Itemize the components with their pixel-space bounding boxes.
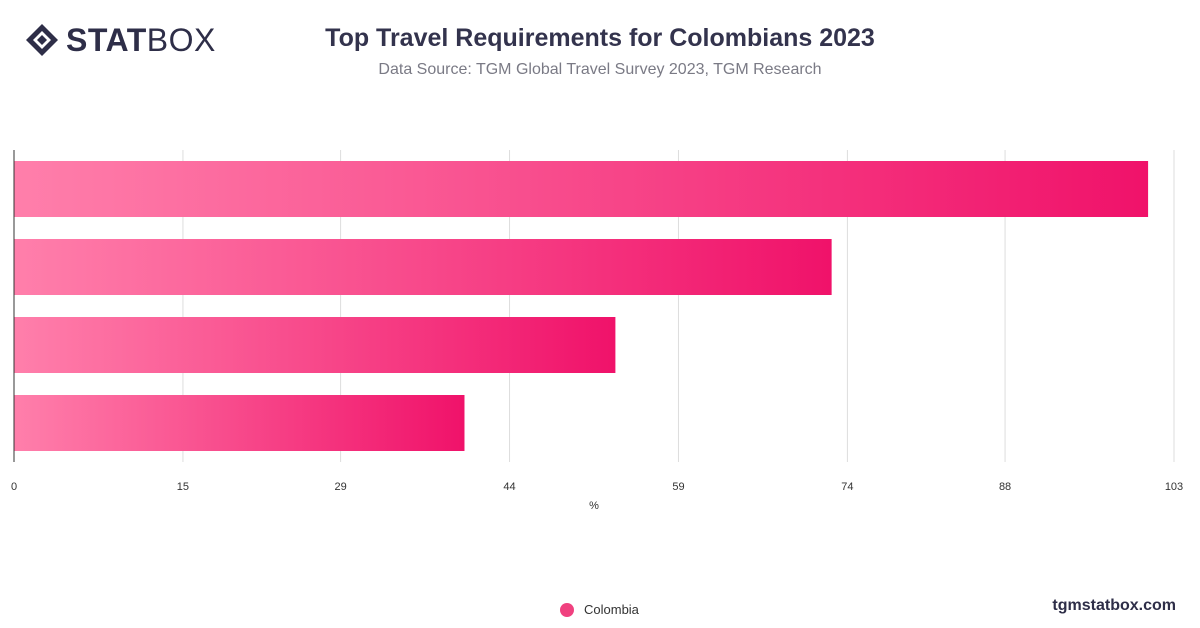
statbox-logo: STATBOX — [24, 22, 216, 58]
bar[interactable] — [14, 239, 832, 295]
x-tick-label: 0 — [11, 481, 17, 493]
diamond-logo-icon — [26, 24, 58, 56]
x-axis-ticks: 0 15 29 44 59 74 88 103 — [11, 481, 1183, 493]
legend[interactable]: Colombia — [560, 602, 639, 617]
logo-text-bold: STAT — [66, 22, 147, 58]
x-axis-label: % — [589, 500, 599, 512]
x-tick-label: 103 — [1165, 481, 1183, 493]
legend-label: Colombia — [584, 602, 639, 617]
x-tick-label: 59 — [672, 481, 684, 493]
bar[interactable] — [14, 317, 616, 373]
legend-swatch — [560, 602, 574, 617]
bars — [14, 161, 1149, 451]
watermark: tgmstatbox.com — [1052, 597, 1176, 614]
chart-subtitle: Data Source: TGM Global Travel Survey 20… — [378, 61, 822, 78]
x-tick-label: 29 — [334, 481, 346, 493]
bar[interactable] — [14, 395, 465, 451]
x-tick-label: 15 — [177, 481, 189, 493]
logo-text-light: BOX — [146, 22, 216, 58]
logo-wordmark: STATBOX — [66, 22, 216, 58]
bar[interactable] — [14, 161, 1149, 217]
x-tick-label: 74 — [841, 481, 853, 493]
chart-title: Top Travel Requirements for Colombians 2… — [325, 24, 875, 52]
x-tick-label: 44 — [503, 481, 515, 493]
x-tick-label: 88 — [999, 481, 1011, 493]
